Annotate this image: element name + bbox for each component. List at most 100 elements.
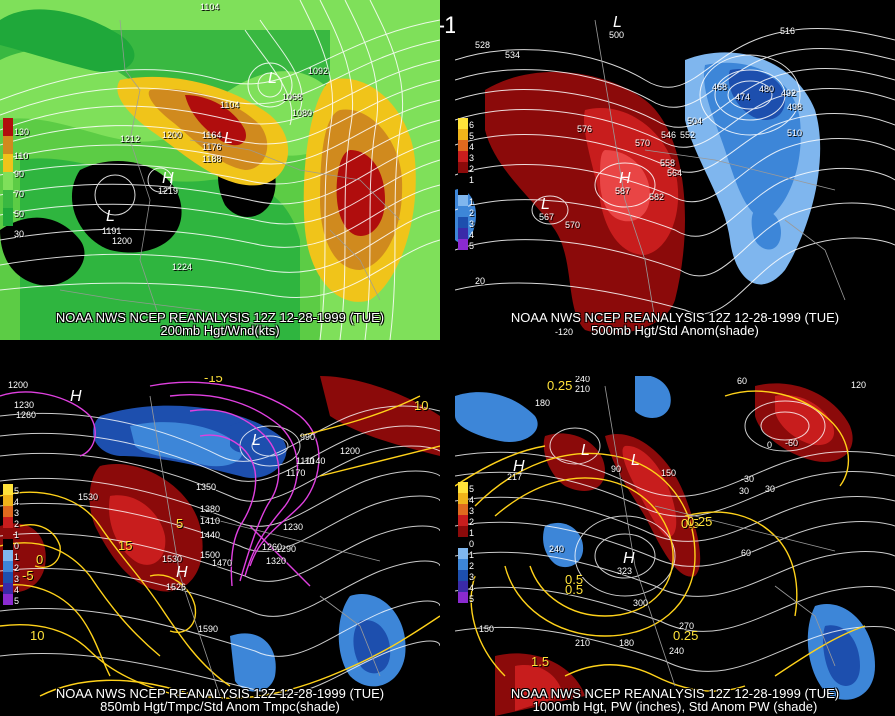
contour-label: 1104 — [200, 2, 220, 12]
anomaly-legend-label: 3 — [469, 219, 475, 229]
contour-label: 1170 — [286, 468, 306, 478]
anomaly-legend-label: 0 — [469, 539, 475, 549]
contour-label: 90 — [611, 464, 622, 474]
contour-label: 1290 — [276, 544, 297, 554]
contour-label: 480 — [759, 84, 775, 94]
contour-label: 210 — [575, 384, 591, 394]
center-value: 1191 — [102, 226, 122, 236]
contour-label: 150 — [661, 468, 677, 478]
low-center-marker: L — [541, 196, 550, 213]
contour-label: 1200 — [162, 130, 183, 140]
low-center-marker: L — [581, 442, 590, 459]
high-center-marker: H — [176, 564, 188, 581]
anomaly-legend-label: 3 — [469, 153, 475, 163]
anomaly-legend-label: 0 — [14, 541, 20, 551]
panel-caption-field: 500mb Hgt/Std Anom(shade) — [591, 323, 759, 338]
anomaly-legend-label: 3 — [14, 508, 20, 518]
contour-label: 468 — [712, 82, 728, 92]
anomaly-legend-label: 5 — [14, 596, 20, 606]
pw-label: 0.25 — [673, 628, 699, 643]
contour-label: 570 — [565, 220, 581, 230]
center-value: 587 — [615, 186, 631, 196]
contour-label: 180 — [619, 638, 635, 648]
contour-label: 0 — [767, 440, 773, 450]
contour-label: 60 — [737, 376, 748, 386]
anomaly-legend-label: 5 — [469, 241, 475, 251]
low-center-marker: L — [613, 14, 622, 31]
contour-label: 1530 — [162, 554, 183, 564]
anomaly-legend-label: 6 — [469, 120, 475, 130]
contour-label: 1200 — [8, 380, 29, 390]
anomaly-legend-label: 4 — [469, 142, 475, 152]
anomaly-legend-label: 2 — [14, 519, 20, 529]
contour-label: 60 — [741, 548, 752, 558]
anomaly-legend — [3, 484, 13, 605]
anomaly-legend-label: 2 — [469, 164, 475, 174]
panel-caption-source: NOAA NWS NCEP REANALYSIS 12Z 12-28-1999 … — [510, 310, 840, 325]
contour-label: 1104 — [220, 100, 240, 110]
anomaly-legend-label: 3 — [469, 572, 475, 582]
anomaly-legend-label: 2 — [469, 208, 475, 218]
anomaly-legend-label: 1 — [469, 550, 475, 560]
anomaly-legend-label: 5 — [469, 484, 475, 494]
isotherm-label: 0 — [36, 552, 44, 567]
isotherm-label: 10 — [30, 628, 45, 643]
panel-caption-field: 1000mb Hgt, PW (inches), Std Anom PW (sh… — [532, 699, 818, 714]
contour-label: 240 — [575, 376, 591, 384]
high-center-marker: H — [162, 170, 174, 187]
low-center-marker: L — [252, 432, 261, 449]
pw-label: 0.5 — [565, 572, 584, 587]
contour-label: 498 — [787, 102, 803, 112]
pw-label: 0.5 — [681, 516, 700, 531]
panel-caption-source: NOAA NWS NCEP REANALYSIS 12Z 12-28-1999 … — [510, 686, 840, 701]
anomaly-legend-label: 5 — [469, 594, 475, 604]
low-center-marker: L — [106, 208, 115, 225]
panel-1000mb-height-pw: 5 4 3 2 1 0 1 2 3 4 5 240 210 180 60 120… — [455, 376, 895, 716]
contour-label: 1410 — [200, 516, 221, 526]
contour-label: 1224 — [172, 262, 193, 272]
anomaly-legend-label: 1 — [469, 528, 475, 538]
anomaly-legend-label: 5 — [14, 486, 20, 496]
anomaly-legend-label: 4 — [14, 585, 20, 595]
contour-label: 1590 — [198, 624, 219, 634]
contour-label: 558 — [660, 158, 676, 168]
wind-legend-label: 30 — [14, 229, 25, 239]
contour-label: -60 — [785, 438, 799, 448]
anomaly-legend-label: 1 — [14, 552, 20, 562]
contour-label: 528 — [475, 40, 491, 50]
anomaly-legend-label: 2 — [14, 563, 20, 573]
contour-label: 1212 — [120, 134, 141, 144]
contour-label: 474 — [735, 92, 751, 102]
anomaly-legend-label: 2 — [469, 517, 475, 527]
contour-label: 1320 — [266, 556, 287, 566]
contour-label: 1200 — [340, 446, 361, 456]
wind-legend — [3, 118, 13, 226]
contour-label: 564 — [667, 168, 683, 178]
latitude-label: 20 — [475, 276, 486, 286]
contour-label: 240 — [549, 544, 565, 554]
contour-label: 210 — [575, 638, 591, 648]
contour-label: 1380 — [200, 504, 221, 514]
contour-label: 1200 — [112, 236, 133, 246]
contour-label: 510 — [787, 128, 803, 138]
contour-label: 150 — [479, 624, 495, 634]
contour-label: 492 — [781, 88, 797, 98]
anomaly-legend — [458, 482, 468, 603]
center-value: 217 — [507, 472, 523, 482]
contour-label: 1080 — [292, 108, 313, 118]
contour-label: 570 — [635, 138, 651, 148]
anomaly-legend-label: 2 — [469, 561, 475, 571]
anomaly-legend — [458, 118, 468, 250]
contour-label: 1230 — [14, 400, 35, 410]
contour-label: 1260 — [262, 542, 283, 552]
contour-label: 516 — [780, 26, 796, 36]
high-center-marker: H — [513, 458, 525, 475]
low-center-marker: L — [268, 70, 277, 87]
anomaly-legend-label: 1 — [14, 530, 20, 540]
contour-label: 1260 — [16, 410, 37, 420]
panel-caption-source: NOAA NWS NCEP REANALYSIS 12Z 12-28-1999 … — [55, 686, 385, 701]
contour-label: 1092 — [308, 66, 329, 76]
center-value: 1219 — [158, 186, 179, 196]
longitude-label: -120 — [555, 327, 574, 337]
center-value: 567 — [539, 212, 555, 222]
